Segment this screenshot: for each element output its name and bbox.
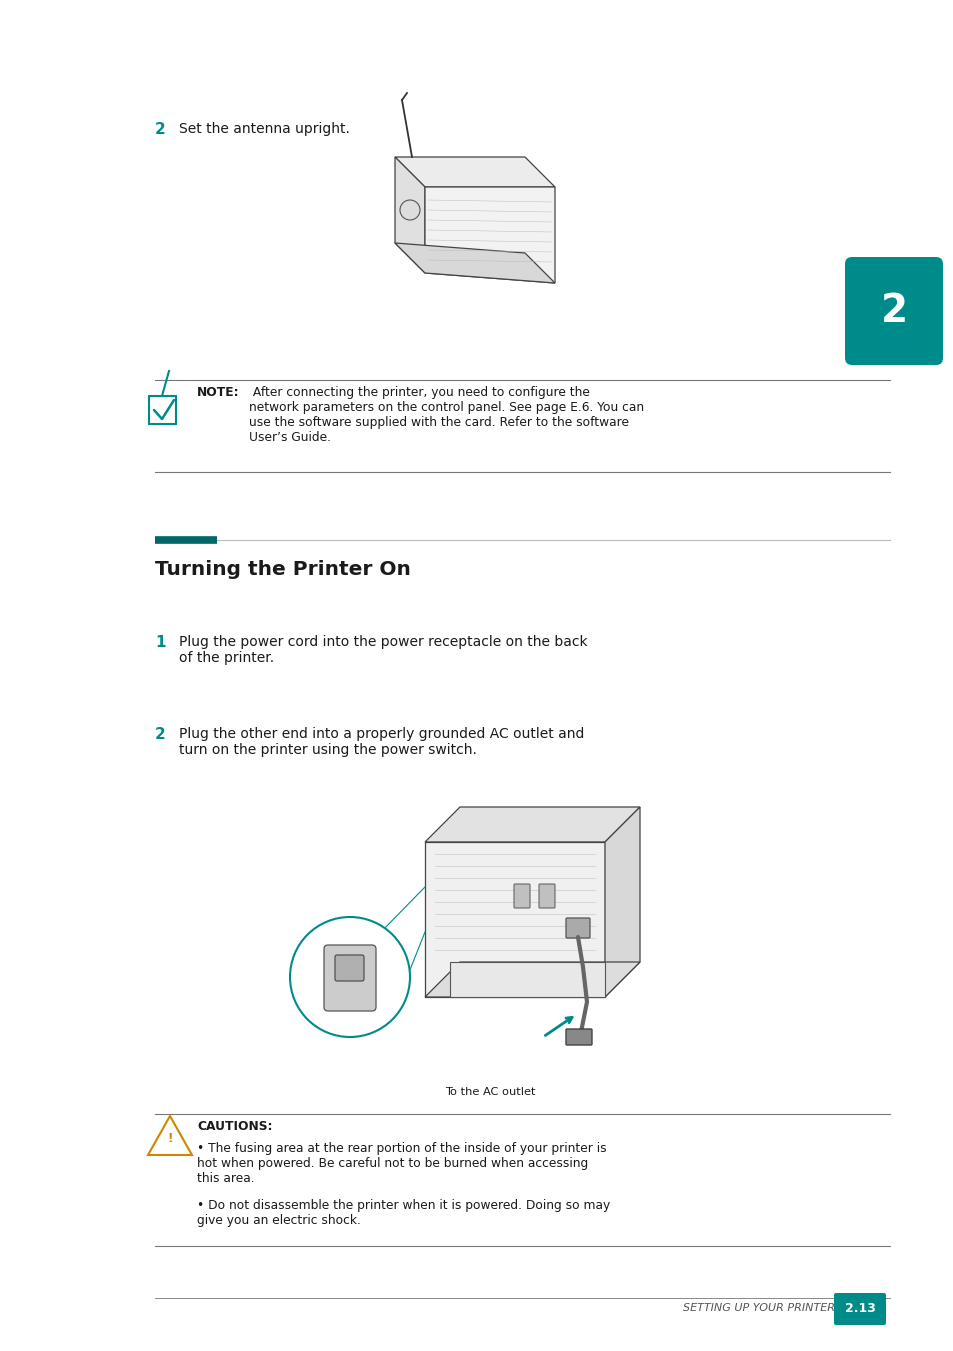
FancyBboxPatch shape bbox=[833, 1293, 885, 1325]
Text: Turning the Printer On: Turning the Printer On bbox=[154, 561, 411, 580]
Text: • Do not disassemble the printer when it is powered. Doing so may
give you an el: • Do not disassemble the printer when it… bbox=[196, 1198, 610, 1227]
Polygon shape bbox=[450, 962, 604, 997]
Text: 2: 2 bbox=[154, 727, 166, 742]
Text: !: ! bbox=[167, 1132, 172, 1146]
Polygon shape bbox=[424, 186, 555, 282]
Text: 2.13: 2.13 bbox=[843, 1302, 875, 1316]
Circle shape bbox=[399, 200, 419, 220]
FancyBboxPatch shape bbox=[844, 257, 942, 365]
Polygon shape bbox=[395, 157, 555, 186]
FancyBboxPatch shape bbox=[149, 396, 175, 424]
Polygon shape bbox=[148, 1116, 192, 1155]
Text: 1: 1 bbox=[154, 635, 165, 650]
FancyBboxPatch shape bbox=[514, 884, 530, 908]
Text: CAUTIONS:: CAUTIONS: bbox=[196, 1120, 273, 1133]
Circle shape bbox=[290, 917, 410, 1038]
FancyBboxPatch shape bbox=[565, 1029, 592, 1046]
Polygon shape bbox=[424, 962, 639, 997]
Text: Plug the other end into a properly grounded AC outlet and
turn on the printer us: Plug the other end into a properly groun… bbox=[179, 727, 584, 757]
Polygon shape bbox=[424, 842, 604, 997]
Text: 2: 2 bbox=[880, 292, 906, 330]
FancyBboxPatch shape bbox=[565, 917, 589, 938]
Text: After connecting the printer, you need to configure the
network parameters on th: After connecting the printer, you need t… bbox=[249, 386, 643, 444]
Text: SETTING UP YOUR PRINTER: SETTING UP YOUR PRINTER bbox=[682, 1302, 834, 1313]
FancyBboxPatch shape bbox=[538, 884, 555, 908]
Text: Set the antenna upright.: Set the antenna upright. bbox=[179, 122, 350, 136]
Text: To the AC outlet: To the AC outlet bbox=[444, 1088, 535, 1097]
Polygon shape bbox=[604, 807, 639, 997]
Text: Plug the power cord into the power receptacle on the back
of the printer.: Plug the power cord into the power recep… bbox=[179, 635, 587, 665]
Text: • The fusing area at the rear portion of the inside of your printer is
hot when : • The fusing area at the rear portion of… bbox=[196, 1142, 606, 1185]
Text: 2: 2 bbox=[154, 122, 166, 136]
Polygon shape bbox=[424, 807, 639, 842]
Polygon shape bbox=[395, 157, 424, 273]
FancyBboxPatch shape bbox=[335, 955, 364, 981]
Text: NOTE:: NOTE: bbox=[196, 386, 239, 399]
FancyBboxPatch shape bbox=[324, 944, 375, 1011]
Polygon shape bbox=[395, 243, 555, 282]
